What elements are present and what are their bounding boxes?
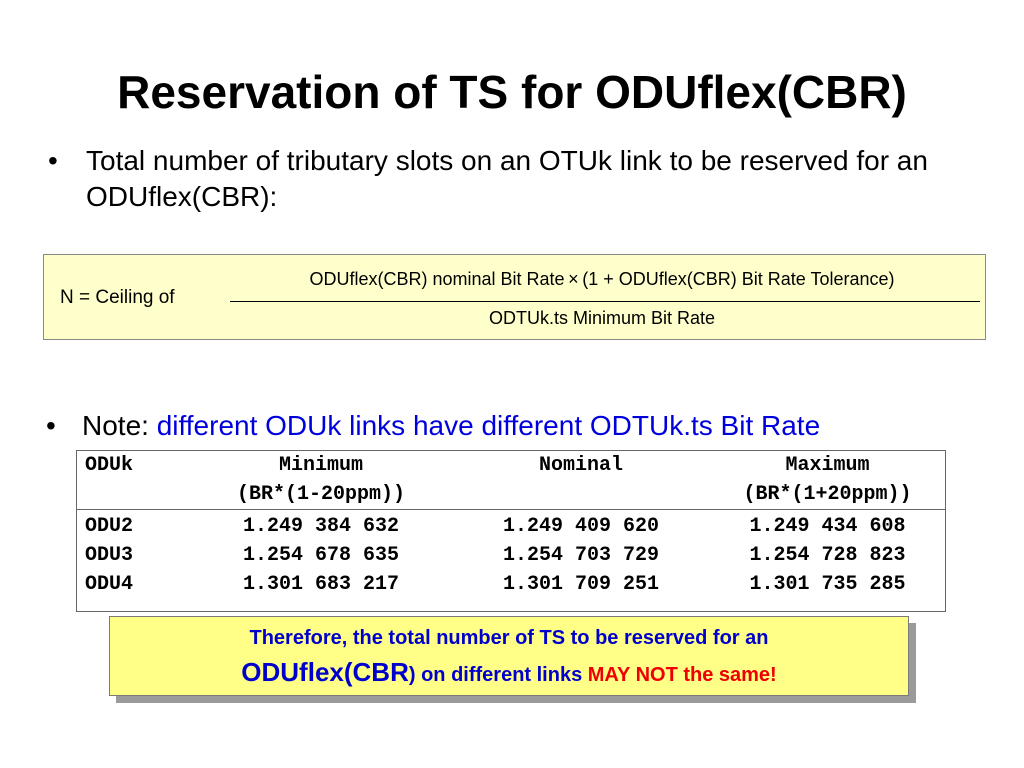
odu-table: ODUk Minimum Nominal Maximum (BR*(1-20pp… <box>77 451 945 599</box>
cell-maximum: 1.254 728 823 <box>749 544 906 567</box>
callout-line-2: ODUflex(CBR) on different links MAY NOT … <box>110 655 908 694</box>
table-header-subrow: (BR*(1-20ppm)) (BR*(1+20ppm)) <box>77 480 945 510</box>
header-nominal: Nominal <box>538 454 623 477</box>
formula-numerator: ODUflex(CBR) nominal Bit Rate × (1 + ODU… <box>309 269 895 289</box>
header-maximum: Maximum <box>785 454 870 477</box>
cell-odu: ODU3 <box>85 544 134 567</box>
cell-minimum: 1.249 384 632 <box>242 515 400 538</box>
header-minimum: Minimum <box>278 454 363 477</box>
cell-maximum: 1.301 735 285 <box>749 573 906 596</box>
formula-box: N = Ceiling of ODUflex(CBR) nominal Bit … <box>43 254 986 340</box>
bullet-note: • Note: different ODUk links have differ… <box>46 408 1002 444</box>
header-nominal-sub <box>452 480 710 510</box>
header-oduk-sub <box>77 480 190 510</box>
table-row: ODU3 1.254 678 635 1.254 703 729 1.254 7… <box>77 541 945 570</box>
header-oduk: ODUk <box>85 454 134 477</box>
cell-minimum: 1.254 678 635 <box>242 544 400 567</box>
cell-nominal: 1.249 409 620 <box>502 515 660 538</box>
note-text: different ODUk links have different ODTU… <box>156 410 821 441</box>
formula-lhs: N = Ceiling of <box>60 287 175 308</box>
cell-odu: ODU4 <box>85 573 134 596</box>
callout-line-1: Therefore, the total number of TS to be … <box>249 627 769 649</box>
cell-nominal: 1.254 703 729 <box>502 544 660 567</box>
bullet-dot-icon: • <box>46 410 56 441</box>
formula-denominator: ODTUk.ts Minimum Bit Rate <box>488 308 716 328</box>
callout-warning: MAY NOT the same! <box>587 664 777 686</box>
fraction-bar <box>230 301 980 302</box>
note-label: Note: <box>82 410 157 441</box>
table-row: ODU2 1.249 384 632 1.249 409 620 1.249 4… <box>77 510 945 542</box>
callout-links-text: ) on different links <box>408 664 588 686</box>
table-row: ODU4 1.301 683 217 1.301 709 251 1.301 7… <box>77 570 945 599</box>
cell-minimum: 1.301 683 217 <box>242 573 400 596</box>
table-header-row: ODUk Minimum Nominal Maximum <box>77 451 945 480</box>
bullet-text: Total number of tributary slots on an OT… <box>86 145 928 212</box>
conclusion-callout: Therefore, the total number of TS to be … <box>109 616 909 696</box>
header-maximum-sub: (BR*(1+20ppm)) <box>710 480 945 510</box>
header-minimum-sub: (BR*(1-20ppm)) <box>190 480 452 510</box>
odu-bitrate-table: ODUk Minimum Nominal Maximum (BR*(1-20pp… <box>76 450 946 612</box>
cell-maximum: 1.249 434 608 <box>749 515 906 538</box>
cell-odu: ODU2 <box>85 515 134 538</box>
bullet-total-slots: • Total number of tributary slots on an … <box>48 143 966 215</box>
cell-nominal: 1.301 709 251 <box>502 573 660 596</box>
slide-title: Reservation of TS for ODUflex(CBR) <box>117 66 907 118</box>
bullet-dot-icon: • <box>48 145 58 176</box>
callout-oduflex: ODUflex(CBR <box>241 657 409 687</box>
